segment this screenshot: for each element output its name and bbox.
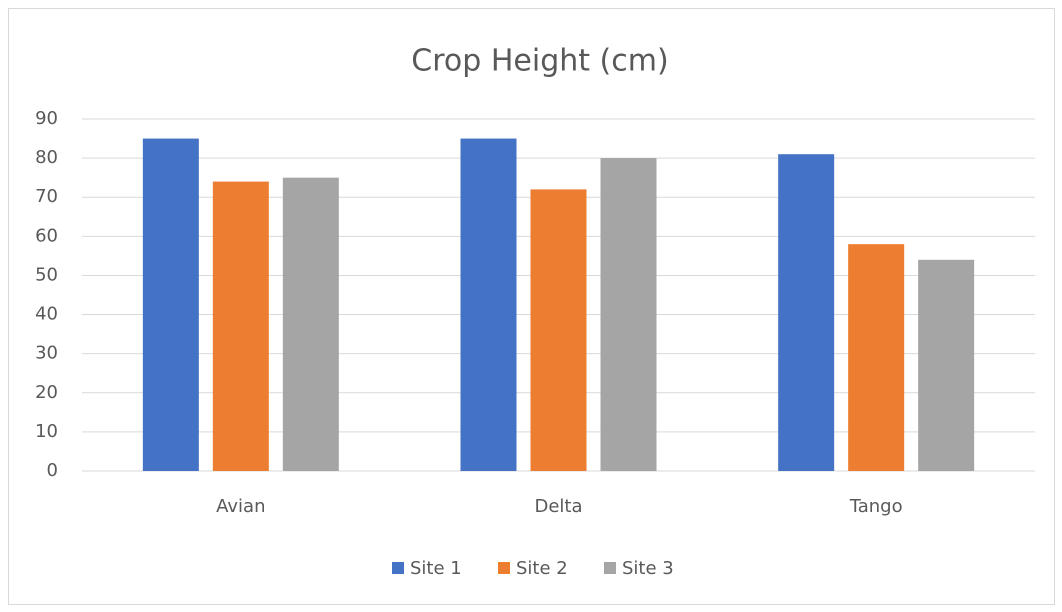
- bar: [848, 244, 905, 471]
- bar: [530, 189, 587, 471]
- legend-swatch: [498, 562, 510, 574]
- chart-title: Crop Height (cm): [411, 44, 668, 79]
- legend-swatch: [604, 562, 616, 574]
- x-tick-label: Tango: [849, 496, 903, 517]
- y-tick-label: 20: [35, 382, 58, 403]
- x-tick-label: Avian: [216, 496, 265, 517]
- bar: [600, 158, 657, 471]
- bar: [778, 154, 835, 471]
- bar: [142, 138, 199, 472]
- x-tick-label: Delta: [534, 496, 582, 517]
- y-tick-label: 30: [35, 343, 58, 364]
- bar: [212, 181, 269, 472]
- y-tick-label: 0: [47, 460, 58, 481]
- y-tick-label: 70: [35, 186, 58, 207]
- y-tick-label: 40: [35, 304, 58, 325]
- bar: [918, 259, 975, 471]
- y-tick-label: 90: [35, 108, 58, 129]
- legend-swatch: [392, 562, 404, 574]
- y-tick-label: 10: [35, 421, 58, 442]
- bar: [460, 138, 517, 472]
- y-tick-label: 80: [35, 147, 58, 168]
- legend-label: Site 3: [622, 558, 674, 579]
- y-tick-label: 50: [35, 264, 58, 285]
- bar: [282, 177, 339, 471]
- legend-label: Site 2: [516, 558, 568, 579]
- legend-label: Site 1: [410, 558, 462, 579]
- y-tick-label: 60: [35, 225, 58, 246]
